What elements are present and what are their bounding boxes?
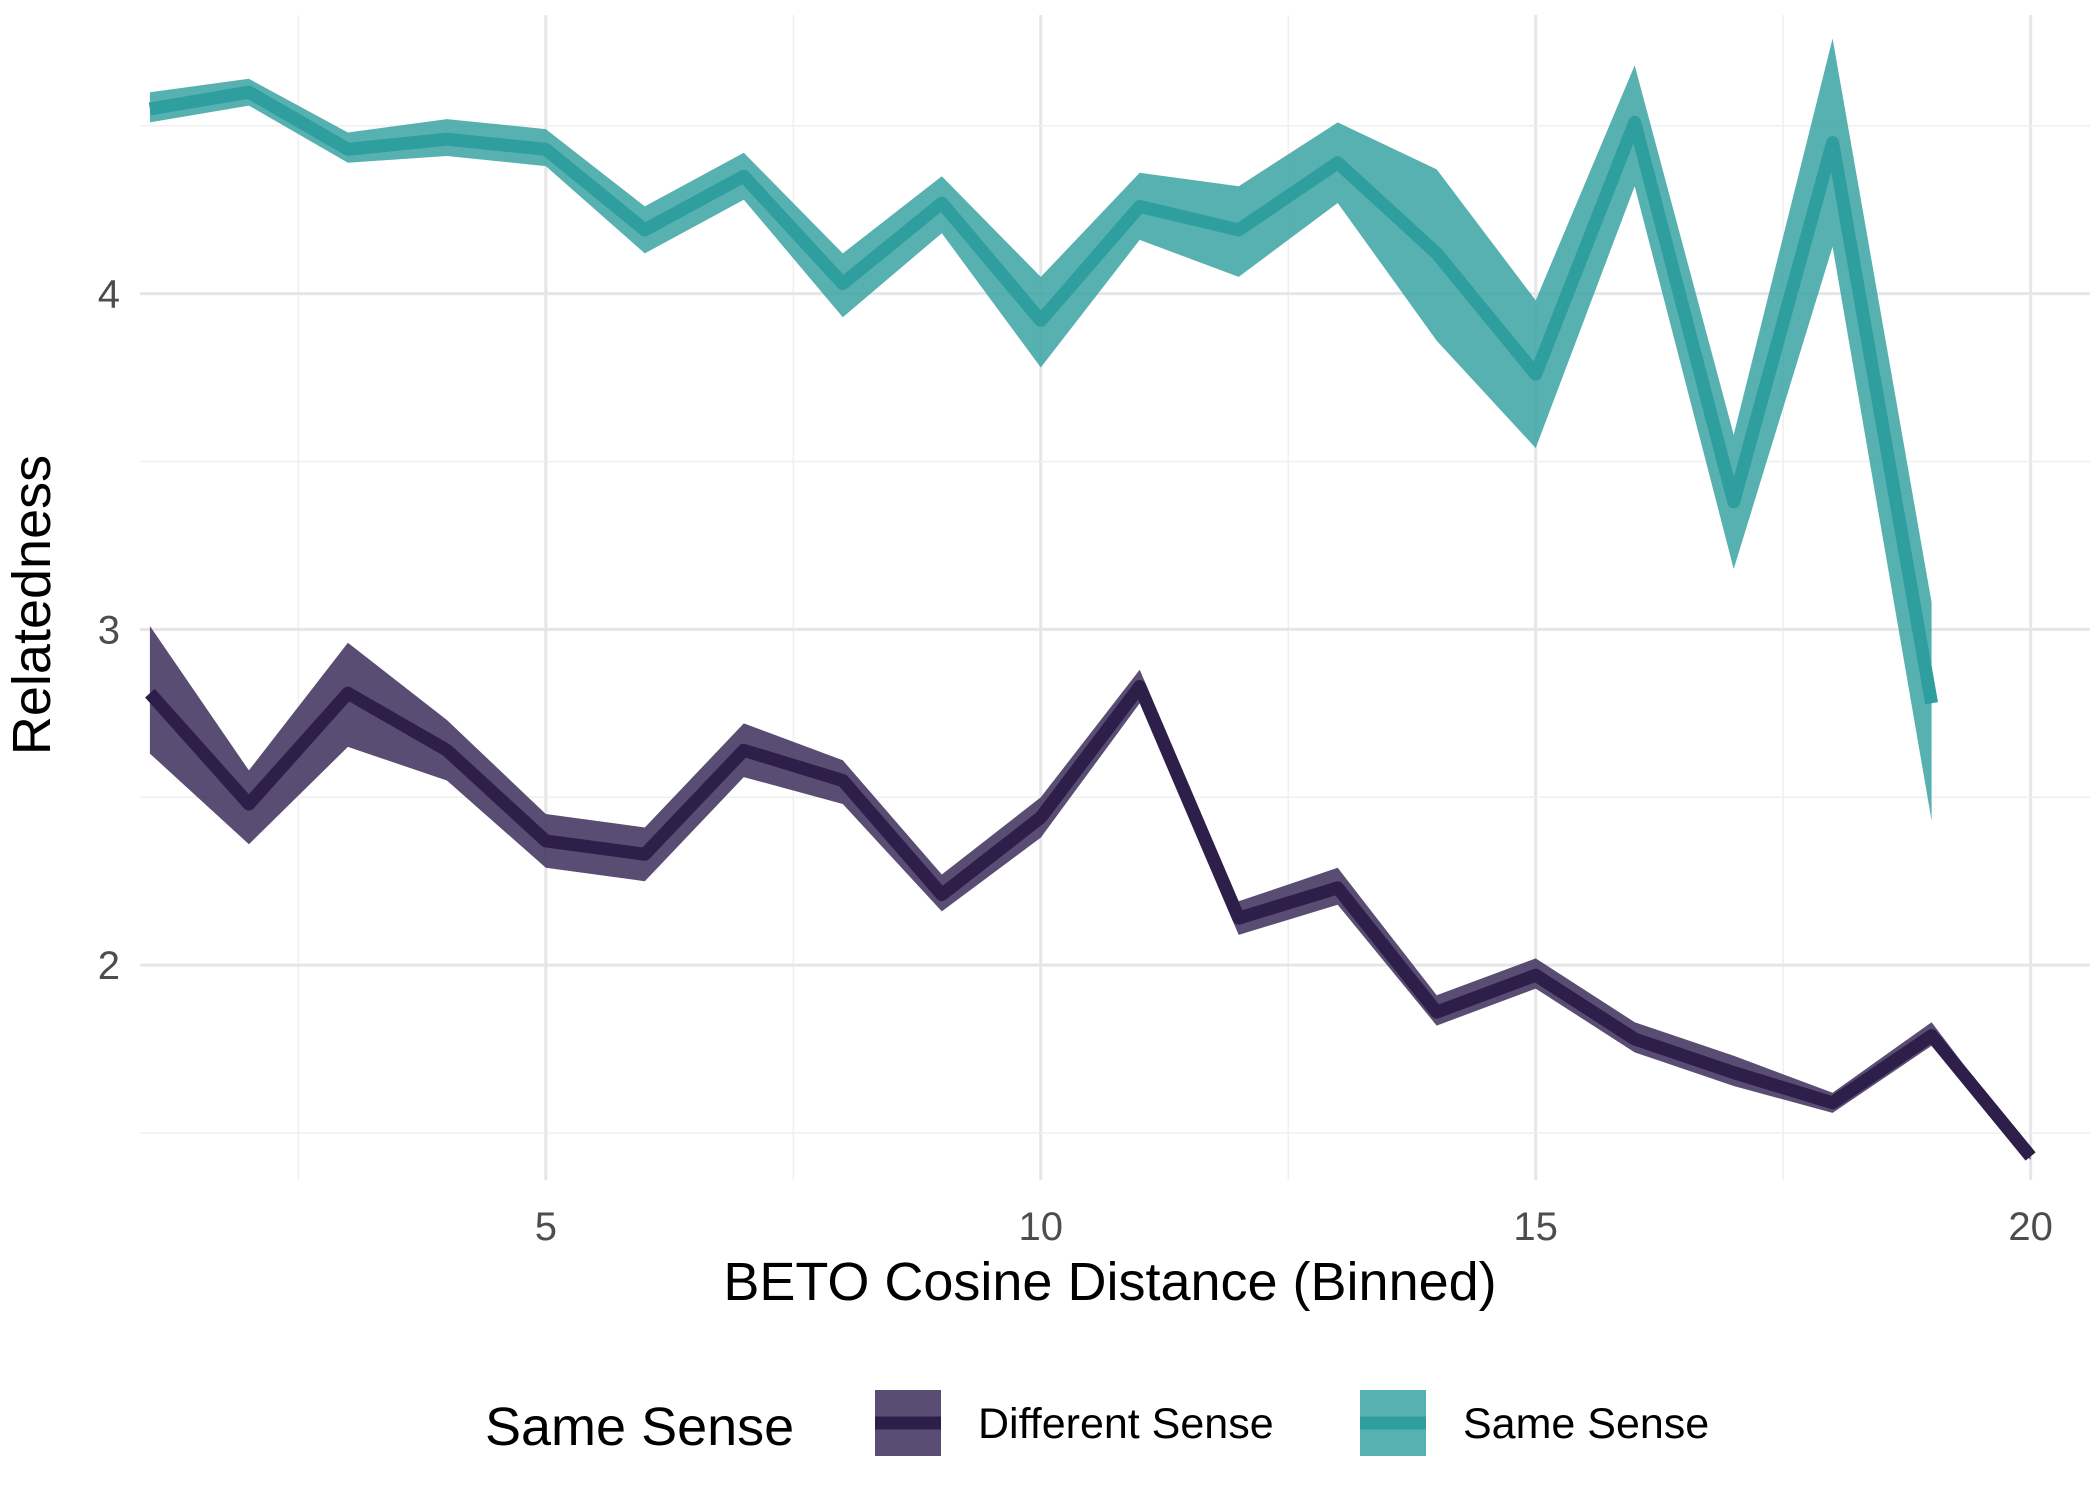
same-sense-line xyxy=(148,85,1939,705)
different-sense-line xyxy=(145,680,2036,1161)
y-axis-title: Relatedness xyxy=(2,455,62,755)
different-sense-legend-label: Different Sense xyxy=(978,1400,1274,1448)
legend-title: Same Sense xyxy=(485,1397,794,1457)
different-sense-confidence-band xyxy=(149,626,2031,1160)
confidence-bands xyxy=(149,38,2031,1160)
y-tick-label: 3 xyxy=(98,608,120,652)
same-sense-legend-label: Same Sense xyxy=(1463,1400,1709,1448)
legend-items: Different Sense Same Sense xyxy=(875,1390,1709,1456)
y-tick-label: 2 xyxy=(98,944,120,988)
series-lines xyxy=(145,85,2036,1161)
x-tick-label: 20 xyxy=(2008,1205,2053,1249)
legend: Same Sense Different Sense Same Sense xyxy=(485,1390,1709,1457)
x-tick-label: 15 xyxy=(1513,1205,1558,1249)
y-tick-label: 4 xyxy=(98,273,120,317)
x-axis-ticks: 5 10 15 20 xyxy=(535,1205,2053,1249)
y-axis-ticks: 2 3 4 xyxy=(98,273,120,988)
x-tick-label: 10 xyxy=(1019,1205,1064,1249)
x-tick-label: 5 xyxy=(535,1205,557,1249)
x-axis-title: BETO Cosine Distance (Binned) xyxy=(723,1252,1496,1312)
